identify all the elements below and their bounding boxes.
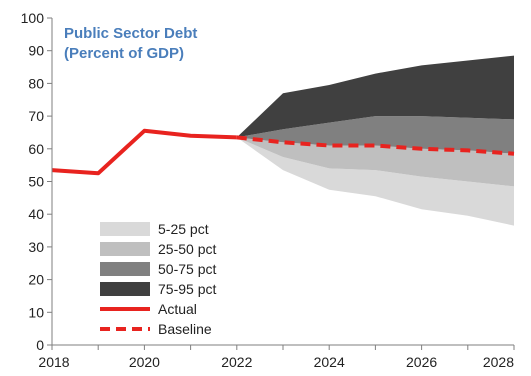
axes: 0 10 20 30 40 50 60 70 80 90 100 2018 2020 2022 2024 20…	[21, 10, 515, 370]
y-tick-label: 20	[28, 272, 44, 288]
y-tick-label: 60	[28, 141, 44, 157]
legend-label: 5-25 pct	[158, 221, 209, 237]
chart-subtitle: (Percent of GDP)	[64, 45, 184, 62]
series-actual	[51, 128, 237, 176]
x-tick-label: 2024	[314, 354, 345, 370]
y-tick-label: 0	[36, 337, 44, 353]
x-tick-label: 2028	[483, 354, 514, 370]
series-lines	[51, 128, 515, 176]
y-tick-label: 40	[28, 206, 44, 222]
x-tick-label: 2022	[221, 354, 252, 370]
legend-label: 50-75 pct	[158, 261, 216, 277]
y-tick-label: 80	[28, 75, 44, 91]
legend-swatch	[100, 242, 150, 256]
band-1	[236, 137, 515, 226]
x-tick-label: 2018	[38, 354, 69, 370]
legend-swatch	[100, 282, 150, 296]
series-baseline	[236, 135, 515, 156]
chart-title: Public Sector Debt	[64, 25, 197, 42]
band-3	[236, 116, 515, 154]
legend-swatch	[100, 262, 150, 276]
x-tick-label: 2026	[406, 354, 437, 370]
legend: 5-25 pct 25-50 pct 50-75 pct 75-95 pct Actua…	[100, 221, 216, 337]
y-tick-label: 90	[28, 43, 44, 59]
x-tick-label: 2020	[129, 354, 160, 370]
legend-label: 25-50 pct	[158, 241, 216, 257]
y-tick-label: 10	[28, 304, 44, 320]
legend-label: 75-95 pct	[158, 281, 216, 297]
legend-swatch	[100, 222, 150, 236]
y-tick-label: 100	[21, 10, 45, 26]
legend-label: Actual	[158, 301, 197, 317]
y-tick-label: 70	[28, 108, 44, 124]
y-tick-label: 30	[28, 239, 44, 255]
band-4	[236, 55, 515, 138]
fan-bands	[236, 55, 515, 226]
y-tick-label: 50	[28, 174, 44, 190]
legend-label: Baseline	[158, 321, 212, 337]
